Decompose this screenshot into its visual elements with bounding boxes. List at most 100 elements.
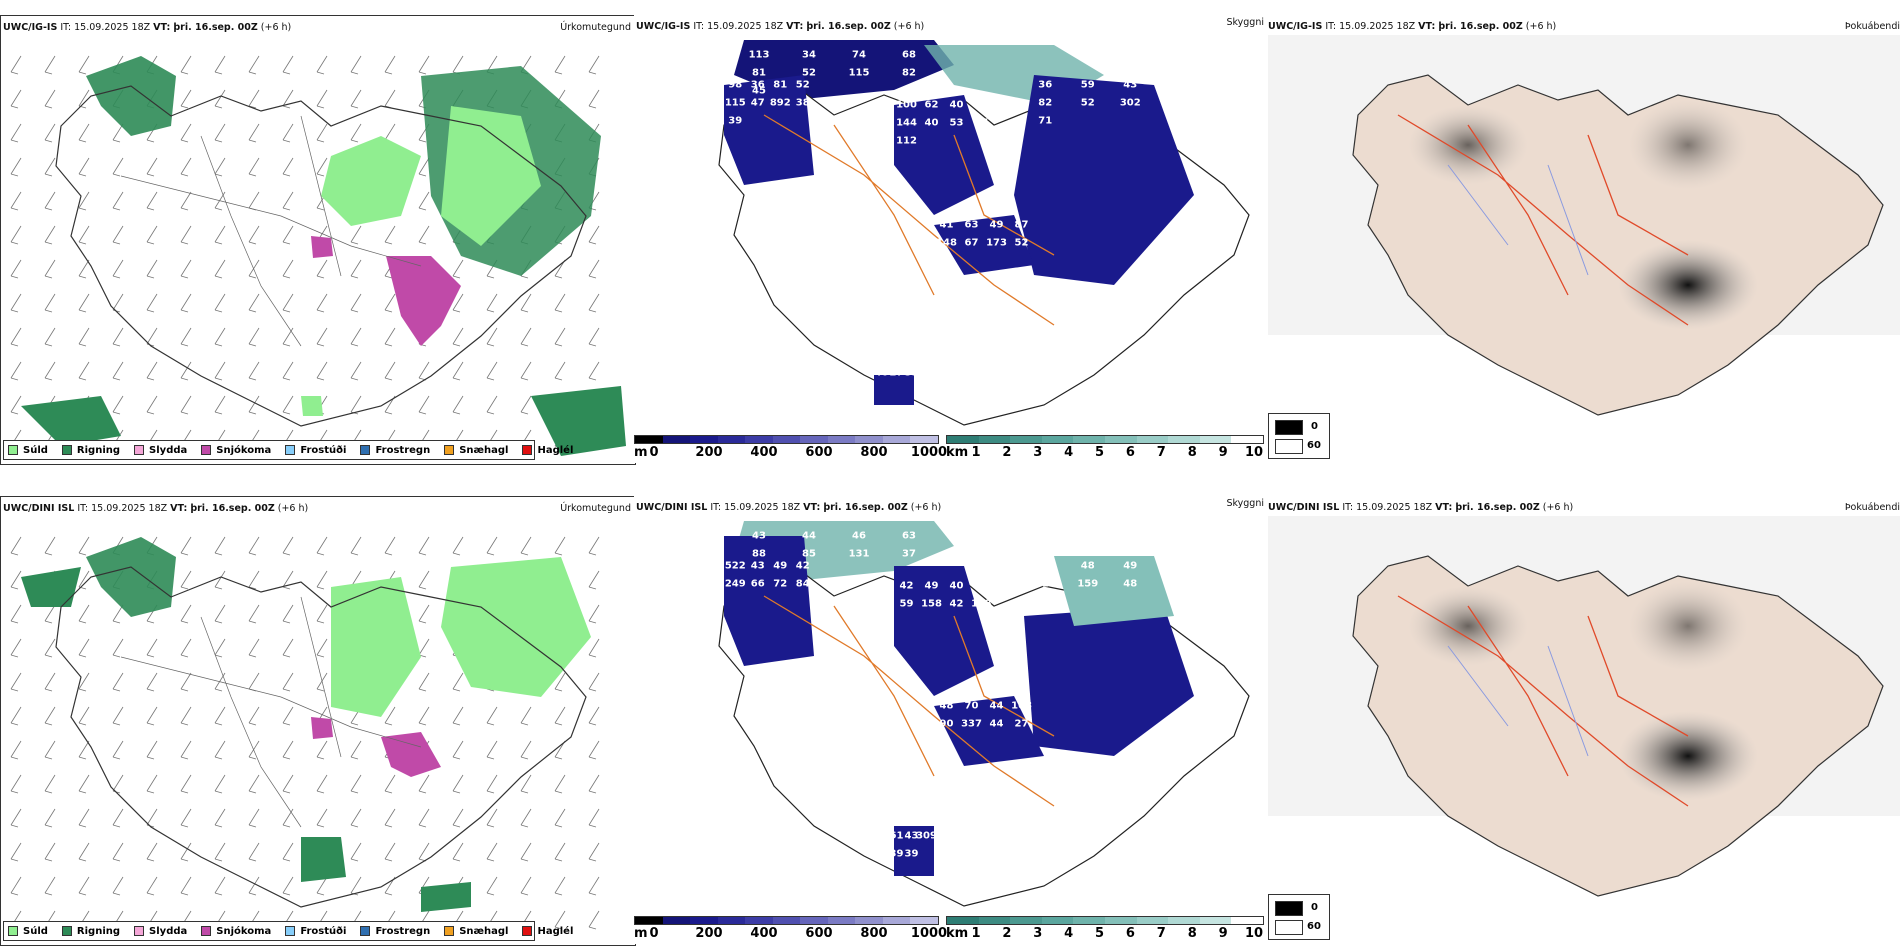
cloud-base-label: 45: [752, 86, 766, 97]
legend-swatch: [61, 445, 72, 455]
panel-title: Þokuábendi: [1844, 21, 1900, 32]
cloud-base-label: 82: [1038, 98, 1052, 109]
scale-tick: 200: [695, 926, 723, 941]
cloud-base-label: 43: [751, 561, 765, 572]
cloud-base-label: 48: [940, 701, 954, 712]
legend-item: Snjókoma: [201, 926, 271, 937]
fog-key: 0 60: [1268, 413, 1330, 459]
visibility-ticks: 1 2 3 4 5 6 7 8 9 10: [946, 435, 1264, 463]
cloud-base-label: 892: [770, 98, 791, 109]
cloud-base-label: 42: [900, 581, 914, 592]
cloud-base-label: 249: [725, 579, 746, 590]
cloud-base-label: 39: [890, 849, 904, 860]
cloud-base-ticks: 0 200 400 600 800 1000: [634, 916, 947, 944]
cloud-base-label: 70: [965, 701, 979, 712]
cloud-base-ticks: 0 200 400 600 800 1000: [634, 435, 947, 463]
legend-swatch: [360, 926, 371, 936]
legend-label: Rigning: [76, 925, 121, 937]
cloud-base-label: 54: [875, 849, 889, 860]
cloud-base-label: 337: [961, 719, 982, 730]
legend-swatch: [285, 445, 296, 455]
cloud-base-label: 87: [1015, 220, 1029, 231]
scale-tick: 3: [1033, 926, 1043, 941]
legend-label: Frostregn: [375, 925, 431, 937]
cloud-base-label: 62: [925, 100, 939, 111]
legend-swatch: [522, 926, 533, 936]
cloud-base-label: 49: [773, 561, 787, 572]
cloud-base-label: 44: [990, 701, 1004, 712]
cloud-base-label: 38: [796, 98, 810, 109]
cloud-base-panel-bottom: UWC/DINI ISL IT: 15.09.2025 18Z VT: þri.…: [634, 496, 1268, 944]
precip-type-panel-bottom: UWC/DINI ISL IT: 15.09.2025 18Z VT: þri.…: [0, 496, 636, 946]
scale-tick: 400: [750, 926, 778, 941]
legend-item: Frostregn: [360, 926, 430, 937]
cloud-base-label: 59: [905, 368, 919, 379]
cloud-base-label: 67: [965, 238, 979, 249]
legend-label: Snjókoma: [216, 444, 272, 456]
cloud-base-label: 53: [950, 118, 964, 129]
cloud-base-label: 32: [875, 350, 889, 361]
cloud-base-label: 36: [751, 80, 765, 91]
island-outline: [55, 85, 587, 427]
scale-tick: 9: [1218, 926, 1228, 941]
cloud-base-label: 48: [1081, 561, 1095, 572]
panel-title: Skyggni: [1226, 17, 1264, 28]
legend-item: Frostregn: [360, 445, 430, 456]
cloud-base-label: 90: [940, 719, 954, 730]
cloud-base-label: 115: [849, 68, 870, 79]
cloud-base-label: 44: [802, 531, 816, 542]
legend-swatch: [360, 445, 371, 455]
legend-item: Slydda: [134, 926, 187, 937]
legend-swatch: [444, 926, 455, 936]
cloud-base-label: 50: [975, 100, 989, 111]
cloud-base-label: 115: [725, 98, 746, 109]
cloud-base-label: 68: [902, 50, 916, 61]
cloud-base-unit: m: [634, 926, 648, 941]
cloud-base-label: 81: [773, 80, 787, 91]
fog-panel-bottom: UWC/DINI ISL IT: 15.09.2025 18Z VT: þri.…: [1268, 496, 1900, 944]
panel-title: Þokuábendi: [1844, 502, 1900, 513]
cloud-base-label: 61: [890, 831, 904, 842]
scale-tick: 7: [1156, 926, 1166, 941]
legend-swatch: [134, 445, 145, 455]
panel-header: UWC/IG-IS IT: 15.09.2025 18Z VT: þri. 16…: [3, 22, 292, 33]
cloud-base-label: 75: [975, 118, 989, 129]
cloud-base-label: 43: [752, 531, 766, 542]
scale-tick: 6: [1125, 445, 1135, 460]
cloud-base-label: 37: [902, 549, 916, 560]
cloud-base-label: 49: [925, 581, 939, 592]
scale-tick: 1000: [910, 926, 948, 941]
cloud-base-label: 168: [1011, 701, 1032, 712]
cloud-base-label: 52: [796, 80, 810, 91]
cloud-base-label: 44: [990, 719, 1004, 730]
cloud-base-unit: m: [634, 445, 648, 460]
visibility-colorbar: [946, 435, 1264, 444]
legend-label: Snæhagl: [459, 925, 509, 937]
cloud-base-label: 40: [925, 118, 939, 129]
cloud-base-label: 63: [902, 531, 916, 542]
cloud-base-label: 81: [1166, 579, 1180, 590]
cloud-base-label: 27: [890, 368, 904, 379]
scale-tick: 1: [971, 445, 981, 460]
cloud-map: 43 522 42 32 48 54 44 43 49 48 70 61 46 49 40 49 44 43 63 4…: [718, 521, 1250, 907]
cloud-base-label: 88: [752, 549, 766, 560]
cloud-base-labels: 43 522 42 32 48 54 44 43 49 48 70 61 46 49 40 49 44 43 63 4…: [725, 531, 1180, 860]
legend-label: Snjókoma: [216, 925, 272, 937]
cloud-base-label: 79: [1166, 98, 1180, 109]
cloud-map: 113 98 100 36 41 32 34 36 62 59 63 87 74 81 40 43 49 61 68…: [718, 40, 1250, 426]
cloud-base-label: 117: [1035, 579, 1056, 590]
cloud-base-label: 27: [1015, 719, 1029, 730]
cloud-base-label: 131: [849, 549, 870, 560]
scale-tick: 6: [1125, 926, 1135, 941]
cloud-base-label: 113: [749, 50, 770, 61]
legend-item: Frostúði: [285, 926, 346, 937]
cloud-base-label: 72: [773, 579, 787, 590]
cloud-base-label: 112: [896, 136, 917, 147]
cloud-base-label: 39: [728, 116, 742, 127]
cloud-base-label: 59: [900, 599, 914, 610]
legend-swatch: [201, 926, 212, 936]
cloud-base-label: 98: [1166, 80, 1180, 91]
legend-label: Frostregn: [375, 444, 431, 456]
scale-tick: 3: [1033, 445, 1043, 460]
cloud-base-label: 43: [1123, 80, 1137, 91]
